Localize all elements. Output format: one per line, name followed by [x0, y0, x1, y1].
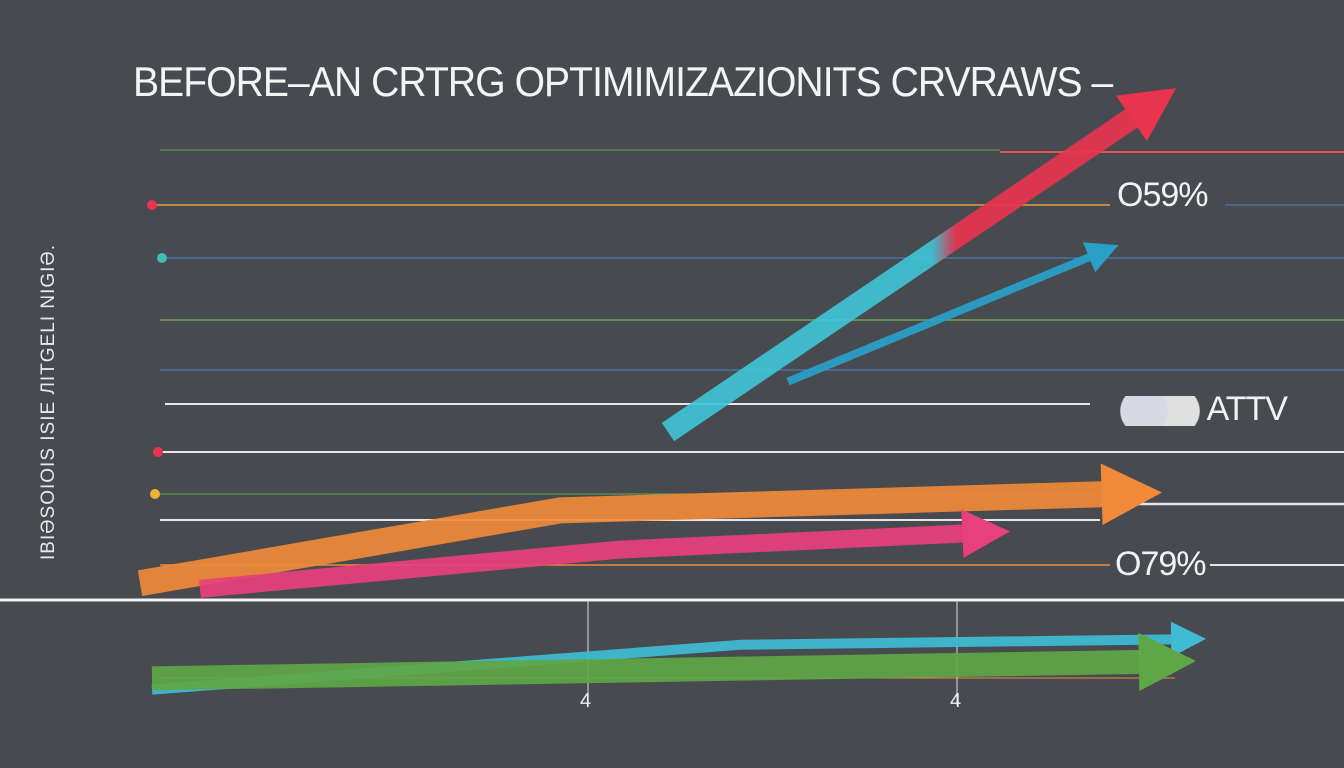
blob-icon — [1120, 396, 1200, 427]
series-marks — [137, 88, 1206, 695]
chart-title: BEFORE–AN CRTRG OPTIMIMIZAZIONITS CRVRAW… — [133, 58, 1113, 105]
arrow-head — [1100, 463, 1162, 525]
arrow-head — [1138, 632, 1196, 692]
annotation-text: ATTV — [1206, 390, 1288, 428]
series-line — [786, 249, 1102, 386]
arrow-head — [1170, 621, 1206, 658]
arrow-head — [1082, 242, 1119, 273]
series-line — [199, 523, 981, 598]
annotation-label: O59% — [1117, 176, 1208, 214]
series-line — [151, 649, 1161, 691]
annotation-label: ATTV — [1120, 390, 1288, 429]
x-tick-label: 4 — [950, 690, 962, 712]
x-tick-label: 4 — [580, 690, 592, 712]
grid-dot — [147, 200, 157, 210]
arrow-head — [961, 509, 1010, 558]
series-line — [137, 480, 1125, 597]
series-line — [661, 98, 1155, 442]
grid-dot — [157, 253, 167, 263]
arrow-head — [1116, 88, 1177, 142]
grid-dot — [150, 489, 160, 499]
annotation-label: O79% — [1115, 545, 1206, 583]
grid-dot — [153, 447, 163, 457]
